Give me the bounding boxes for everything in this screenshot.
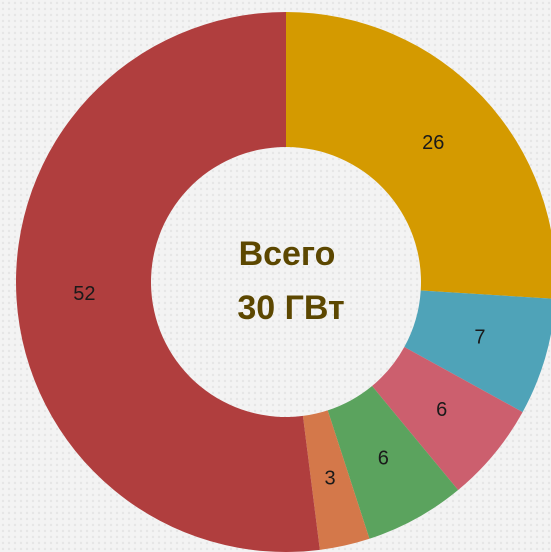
slice bbox=[16, 12, 320, 552]
value-label: 6 bbox=[378, 447, 389, 469]
slice bbox=[372, 347, 523, 491]
slice bbox=[286, 12, 551, 299]
value-label: 52 bbox=[73, 283, 95, 305]
slice bbox=[404, 290, 551, 413]
value-label: 3 bbox=[325, 467, 336, 489]
center-label: 30 ГВт bbox=[237, 289, 344, 327]
center-label: Всего bbox=[239, 235, 336, 273]
slices bbox=[16, 12, 551, 552]
slice bbox=[302, 410, 370, 550]
value-label: 6 bbox=[436, 399, 447, 421]
slice bbox=[327, 386, 459, 539]
value-label: 7 bbox=[474, 327, 485, 349]
value-label: 26 bbox=[422, 132, 444, 154]
